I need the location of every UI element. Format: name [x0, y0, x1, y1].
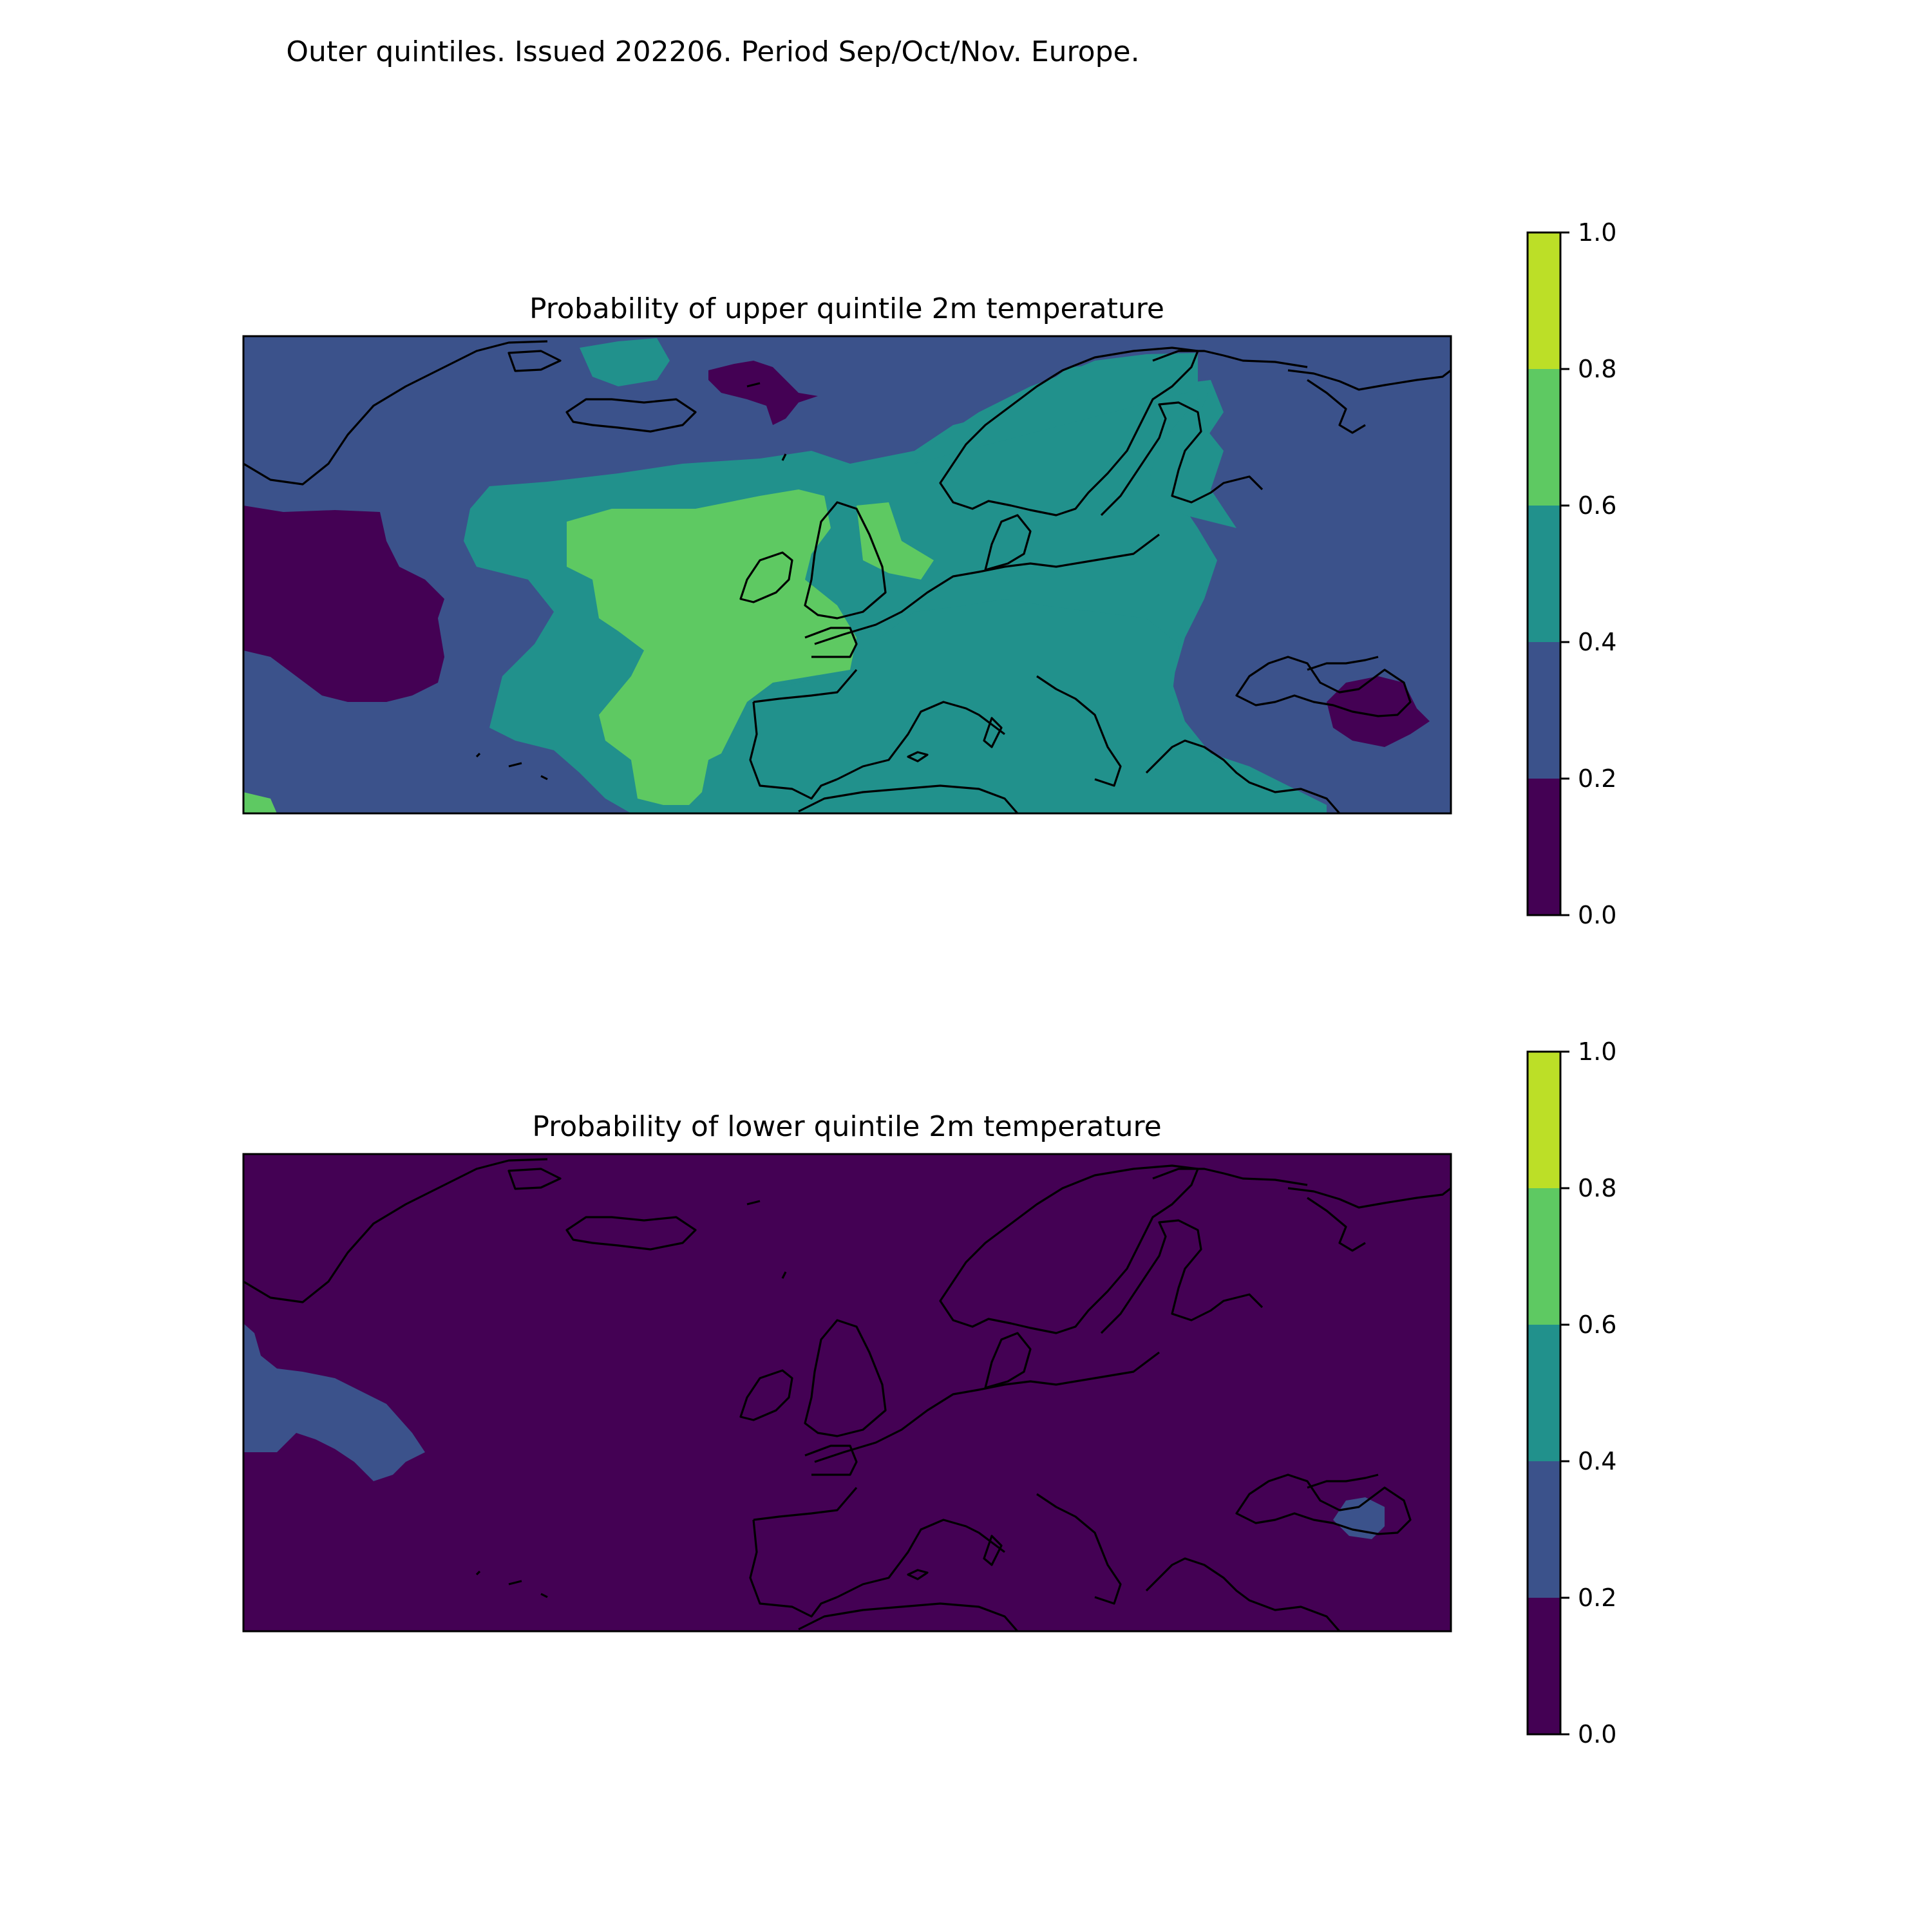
upper-east-atlantic-hot-region: [567, 489, 857, 805]
upper-iceland-patch: [580, 338, 670, 386]
lower-colorbar-band-2: [1528, 1325, 1560, 1461]
lower-colorbar-band-4: [1528, 1052, 1560, 1188]
lower-colorbar-tick-label: 0.4: [1578, 1447, 1616, 1475]
upper-colorbar-band-0: [1528, 779, 1560, 915]
upper-mediterranean-band: [747, 599, 1236, 813]
upper-colorbar-tick-label: 0.4: [1578, 628, 1616, 656]
upper-colorbar-tick-label: 0.8: [1578, 355, 1616, 383]
lower-quintile-map: [243, 1154, 1451, 1631]
lower-colorbar-ticks: [1560, 1050, 1569, 1736]
upper-colorbar: 0.0 0.2 0.4 0.6 0.8 1.0: [1526, 218, 1616, 929]
lower-colorbar-tick-label: 0.2: [1578, 1584, 1616, 1612]
upper-map-frame: [242, 335, 1452, 815]
upper-colorbar-ticks: [1560, 231, 1569, 916]
upper-colorbar-band-3: [1528, 369, 1560, 506]
lower-quintile-panel: Probability of lower quintile 2m tempera…: [242, 1037, 1616, 1748]
upper-quintile-map: [243, 336, 1451, 813]
upper-colorbar-band-1: [1528, 642, 1560, 779]
upper-colorbar-tick-label: 0.6: [1578, 491, 1616, 520]
lower-quintile-title: Probability of lower quintile 2m tempera…: [532, 1110, 1161, 1143]
upper-colorbar-band-4: [1528, 232, 1560, 369]
upper-colorbar-frame: [1526, 231, 1562, 916]
lower-map-frame: [242, 1153, 1452, 1633]
upper-southwest-hot-patch: [243, 792, 277, 813]
lower-colorbar-band-3: [1528, 1188, 1560, 1325]
lower-background-fill: [243, 1154, 1451, 1631]
upper-caucasus-cold-region: [1327, 676, 1430, 747]
lower-colorbar-tick-label: 1.0: [1578, 1037, 1616, 1066]
lower-colorbar-frame: [1526, 1050, 1562, 1736]
upper-quintile-panel: Probability of upper quintile 2m tempera…: [242, 218, 1616, 929]
lower-colorbar-band-0: [1528, 1598, 1560, 1734]
upper-north-sea-hot-region: [857, 502, 934, 580]
upper-quintile-title: Probability of upper quintile 2m tempera…: [529, 292, 1164, 325]
upper-svalbard-cold-region: [708, 361, 818, 425]
lower-western-atlantic-region: [243, 1323, 425, 1481]
lower-colorbar-tick-label: 0.6: [1578, 1311, 1616, 1339]
lower-colorbar-tick-label: 0.8: [1578, 1174, 1616, 1202]
lower-colorbar-band-1: [1528, 1461, 1560, 1598]
lower-caucasus-region: [1333, 1497, 1385, 1539]
lower-colorbar-tick-label: 0.0: [1578, 1720, 1616, 1748]
lower-colorbar: 0.0 0.2 0.4 0.6 0.8 1.0: [1526, 1037, 1616, 1748]
upper-colorbar-tick-label: 0.0: [1578, 901, 1616, 929]
upper-colorbar-tick-label: 1.0: [1578, 218, 1616, 247]
upper-colorbar-band-2: [1528, 506, 1560, 642]
figure-suptitle: Outer quintiles. Issued 202206. Period S…: [286, 35, 1139, 68]
upper-western-atlantic-cold-region: [243, 506, 444, 702]
upper-colorbar-tick-label: 0.2: [1578, 764, 1616, 793]
